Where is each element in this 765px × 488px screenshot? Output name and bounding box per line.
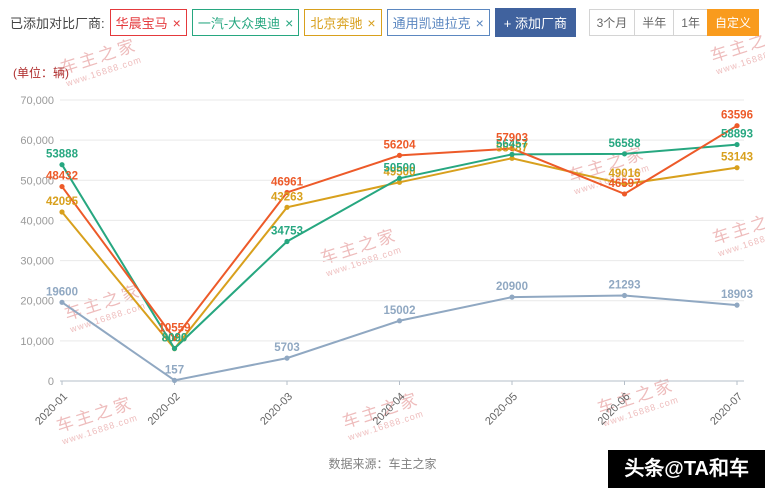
svg-text:157: 157: [165, 364, 184, 376]
range-button[interactable]: 1年: [673, 9, 708, 36]
svg-text:18903: 18903: [721, 289, 753, 301]
data-source: 数据来源：车主之家: [328, 457, 437, 471]
svg-text:8090: 8090: [162, 333, 188, 345]
svg-text:2020-06: 2020-06: [596, 391, 633, 428]
svg-text:56204: 56204: [384, 139, 417, 151]
close-icon[interactable]: ×: [367, 14, 376, 31]
svg-text:53143: 53143: [721, 152, 753, 164]
svg-text:60,000: 60,000: [20, 135, 54, 147]
svg-text:49016: 49016: [609, 168, 641, 180]
manufacturer-tags: 华晨宝马 × 一汽-大众奥迪 × 北京奔驰 × 通用凯迪拉克 ×: [109, 9, 490, 36]
added-manufacturers-label: 已添加对比厂商:: [10, 16, 105, 31]
svg-text:30,000: 30,000: [20, 256, 54, 268]
svg-text:49500: 49500: [384, 166, 416, 178]
svg-text:46961: 46961: [271, 176, 304, 188]
manufacturer-tag-label: 华晨宝马: [115, 16, 168, 31]
svg-text:10,000: 10,000: [20, 336, 54, 348]
svg-text:19600: 19600: [46, 286, 78, 298]
svg-text:53888: 53888: [46, 149, 79, 161]
unit-label: (单位：辆): [13, 66, 69, 80]
manufacturer-tag-label: 北京奔驰: [310, 16, 363, 31]
toolbar: 已添加对比厂商: 华晨宝马 × 一汽-大众奥迪 × 北京奔驰 × 通用凯迪拉克 × + 添加厂…: [10, 8, 759, 37]
svg-text:0: 0: [48, 376, 54, 388]
manufacturer-tag-label: 通用凯迪拉克: [392, 16, 471, 31]
svg-text:34753: 34753: [271, 225, 303, 237]
close-icon[interactable]: ×: [285, 14, 294, 31]
manufacturer-tag-label: 一汽-大众奥迪: [197, 16, 281, 31]
svg-text:56588: 56588: [609, 138, 642, 150]
svg-text:50500: 50500: [384, 162, 416, 174]
svg-text:55487: 55487: [496, 142, 528, 154]
svg-text:50,000: 50,000: [20, 175, 54, 187]
svg-text:57903: 57903: [496, 133, 528, 145]
svg-text:2020-04: 2020-04: [371, 391, 408, 428]
svg-text:15002: 15002: [384, 305, 416, 317]
svg-text:8060: 8060: [162, 333, 188, 345]
svg-text:42095: 42095: [46, 196, 79, 208]
svg-text:40,000: 40,000: [20, 215, 54, 227]
svg-text:46597: 46597: [609, 178, 641, 190]
toutiao-badge: 头条@TA和车: [608, 450, 765, 488]
svg-text:10559: 10559: [159, 323, 191, 335]
svg-text:63596: 63596: [721, 110, 753, 122]
svg-text:2020-01: 2020-01: [33, 391, 70, 428]
svg-text:20900: 20900: [496, 281, 528, 293]
close-icon[interactable]: ×: [475, 14, 484, 31]
svg-text:2020-07: 2020-07: [708, 391, 745, 428]
svg-text:43263: 43263: [271, 191, 303, 203]
range-button[interactable]: 3个月: [588, 9, 636, 36]
svg-text:70,000: 70,000: [20, 95, 54, 107]
svg-text:56457: 56457: [496, 138, 528, 150]
manufacturer-tag[interactable]: 华晨宝马 ×: [109, 9, 187, 36]
svg-text:58893: 58893: [721, 129, 753, 141]
svg-text:21293: 21293: [609, 280, 641, 292]
svg-text:2020-03: 2020-03: [258, 391, 295, 428]
close-icon[interactable]: ×: [172, 14, 181, 31]
range-button[interactable]: 自定义: [706, 9, 759, 36]
svg-text:20,000: 20,000: [20, 296, 54, 308]
manufacturer-tag[interactable]: 通用凯迪拉克 ×: [386, 9, 490, 36]
manufacturer-tag[interactable]: 北京奔驰 ×: [304, 9, 382, 36]
svg-text:5703: 5703: [274, 342, 300, 354]
range-button[interactable]: 半年: [634, 9, 675, 36]
svg-text:2020-02: 2020-02: [146, 391, 183, 428]
svg-text:48432: 48432: [46, 171, 78, 183]
sales-line-chart: 0 10,000 20,000 30,000 40,000 50,000 60,000 70,…: [20, 95, 753, 428]
add-manufacturer-button[interactable]: + 添加厂商: [494, 8, 576, 37]
manufacturer-tag[interactable]: 一汽-大众奥迪 ×: [191, 9, 300, 36]
time-range-buttons: 3个月 半年 1年 自定义: [588, 9, 759, 36]
svg-text:2020-05: 2020-05: [483, 391, 520, 428]
